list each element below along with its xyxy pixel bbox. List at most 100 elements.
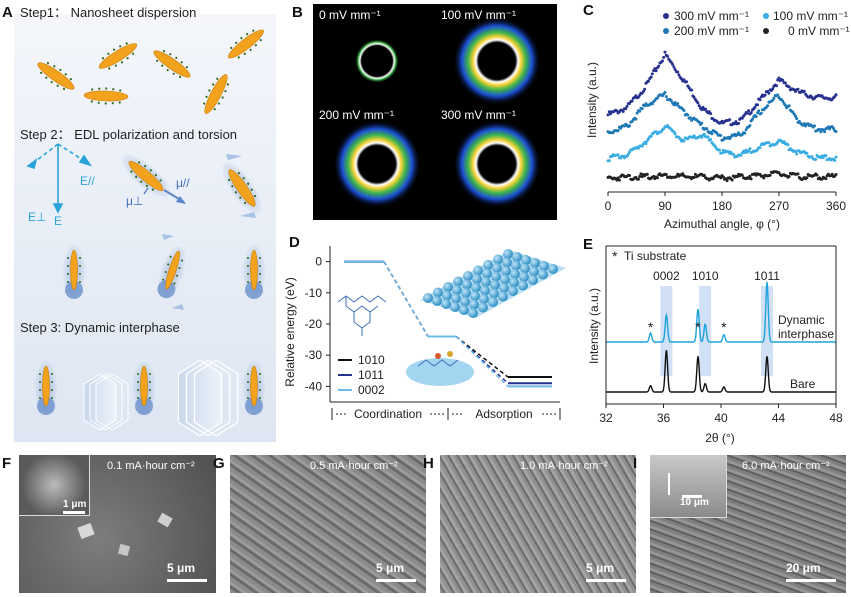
panel-c-point — [702, 132, 706, 136]
slab-atom — [459, 305, 469, 315]
panel-c-point — [645, 172, 649, 176]
panel-c-point — [710, 132, 714, 136]
panel-c-point — [673, 132, 677, 136]
panel-c-point — [677, 73, 681, 77]
panel-c-point — [787, 104, 791, 108]
panel-label-c: C — [583, 2, 594, 19]
panel-e-star-mark: * — [648, 319, 654, 335]
sem-scalebar-f — [167, 579, 207, 582]
adsorbed-molecule — [406, 351, 474, 386]
panel-c-point — [834, 130, 838, 133]
legend-text-200: 200 mV mm⁻¹ — [674, 24, 749, 38]
panel-c-xticks: 0 90 180 270 360 — [605, 192, 846, 213]
panel-c-point — [737, 121, 740, 125]
panel-c-point — [747, 109, 751, 113]
panel-e-xtick-label: 40 — [714, 411, 728, 425]
panel-c-xtick-label: 90 — [658, 199, 672, 213]
panel-label-d: D — [289, 234, 300, 251]
panel-c-xtick-label: 360 — [826, 199, 846, 213]
sem-image-f: 0.1 mA·hour cm⁻² 1 μm 5 μm — [19, 455, 216, 593]
slab-atom — [460, 296, 470, 307]
panel-c-point — [832, 126, 835, 130]
panel-c-point — [767, 91, 771, 95]
slab-atom — [511, 260, 521, 271]
panel-c-point — [686, 113, 690, 117]
panel-d-ytick-label: -20 — [305, 317, 323, 331]
panel-c-point — [664, 173, 668, 177]
panel-d-legend: 1010 1011 0002 — [338, 353, 385, 397]
panel-c-point — [606, 113, 610, 117]
step3-label: Step 3: Dynamic interphase — [20, 320, 180, 335]
slab-atom — [471, 282, 481, 293]
panel-e-peak-label: 0002 — [653, 269, 680, 283]
panel-c-point — [796, 172, 800, 176]
panel-c-point — [649, 134, 653, 138]
legend-text-100: 100 mV mm⁻¹ — [773, 9, 848, 23]
panel-c-ylabel: Intensity (a.u.) — [585, 62, 599, 138]
panel-c-point — [768, 173, 772, 177]
sem-inset-scalebar-f — [63, 511, 85, 514]
slab-atom — [451, 293, 461, 304]
slab-atom — [470, 291, 480, 301]
panel-c-point — [709, 112, 713, 116]
panel-e-star-mark: * — [721, 319, 727, 335]
panel-c-point — [824, 154, 828, 158]
panel-c-point — [783, 81, 787, 85]
panel-c-point — [625, 104, 629, 108]
curve-label-bare: Bare — [790, 377, 816, 391]
panel-d-yticks: 0 -10 -20 -30 -40 — [305, 255, 330, 393]
slab-atom — [473, 265, 483, 276]
sem-label-g: 0.5 mA·hour cm⁻² — [310, 460, 398, 472]
panel-c-point — [617, 178, 621, 182]
sem-inset-scale-f: 1 μm — [63, 499, 87, 510]
curve-label-interphase: interphase — [778, 327, 834, 341]
panel-c-point — [748, 147, 752, 151]
panel-c-point — [743, 131, 747, 135]
panel-c-point — [628, 174, 631, 177]
panel-d-ylabel: Relative energy (eV) — [283, 277, 297, 386]
panel-e-xtick-label: 44 — [772, 411, 786, 425]
sem-image-g: 0.5 mA·hour cm⁻² 5 μm — [230, 455, 426, 593]
panel-c-point — [697, 120, 701, 124]
panel-e-title: Ti substrate — [624, 249, 687, 263]
slab-atom — [530, 258, 540, 268]
slab-atom — [479, 294, 489, 304]
panel-c-point — [697, 104, 701, 108]
panel-c-point — [616, 153, 620, 157]
panel-c-point — [607, 159, 611, 163]
panel-d-ytick-label: -10 — [305, 286, 323, 300]
saxs-rings — [333, 17, 541, 208]
slab-atom — [423, 293, 433, 303]
panel-c-point — [795, 152, 799, 156]
panel-c-point — [615, 178, 619, 182]
panel-c-point — [700, 121, 704, 125]
panel-c-point — [802, 89, 806, 93]
sem-scale-g: 5 μm — [376, 561, 405, 575]
panel-c-point — [616, 129, 620, 132]
panel-c-point — [621, 110, 625, 113]
sem-image-i: 6.0 mA·hour cm⁻² 10 μm 20 μm — [650, 455, 846, 593]
curve-label-dynamic: Dynamic — [778, 313, 825, 327]
panel-c-point — [657, 64, 661, 68]
panel-c-point — [642, 89, 645, 93]
panel-d-ytick-label: -40 — [305, 379, 323, 393]
panel-c-point — [834, 173, 838, 176]
slab-atom — [461, 288, 471, 298]
panel-c-point — [669, 99, 673, 103]
panel-e-curve — [606, 281, 836, 343]
panel-label-f: F — [2, 455, 12, 472]
sem-inset-scalebar-i — [682, 495, 702, 498]
panel-c-point — [638, 175, 642, 178]
panel-c-point — [688, 116, 692, 120]
slab-atom — [480, 285, 490, 296]
panel-c-point — [744, 128, 748, 132]
panel-c-point — [794, 114, 797, 118]
panel-c-point — [701, 105, 705, 109]
slab-atom — [529, 266, 539, 277]
slab-atom — [498, 291, 508, 302]
panel-c-point — [739, 153, 743, 157]
panel-c-point — [709, 138, 713, 141]
panel-c-point — [775, 84, 778, 88]
slab-atom — [520, 263, 530, 274]
legend-d-1010: 1010 — [358, 353, 385, 367]
